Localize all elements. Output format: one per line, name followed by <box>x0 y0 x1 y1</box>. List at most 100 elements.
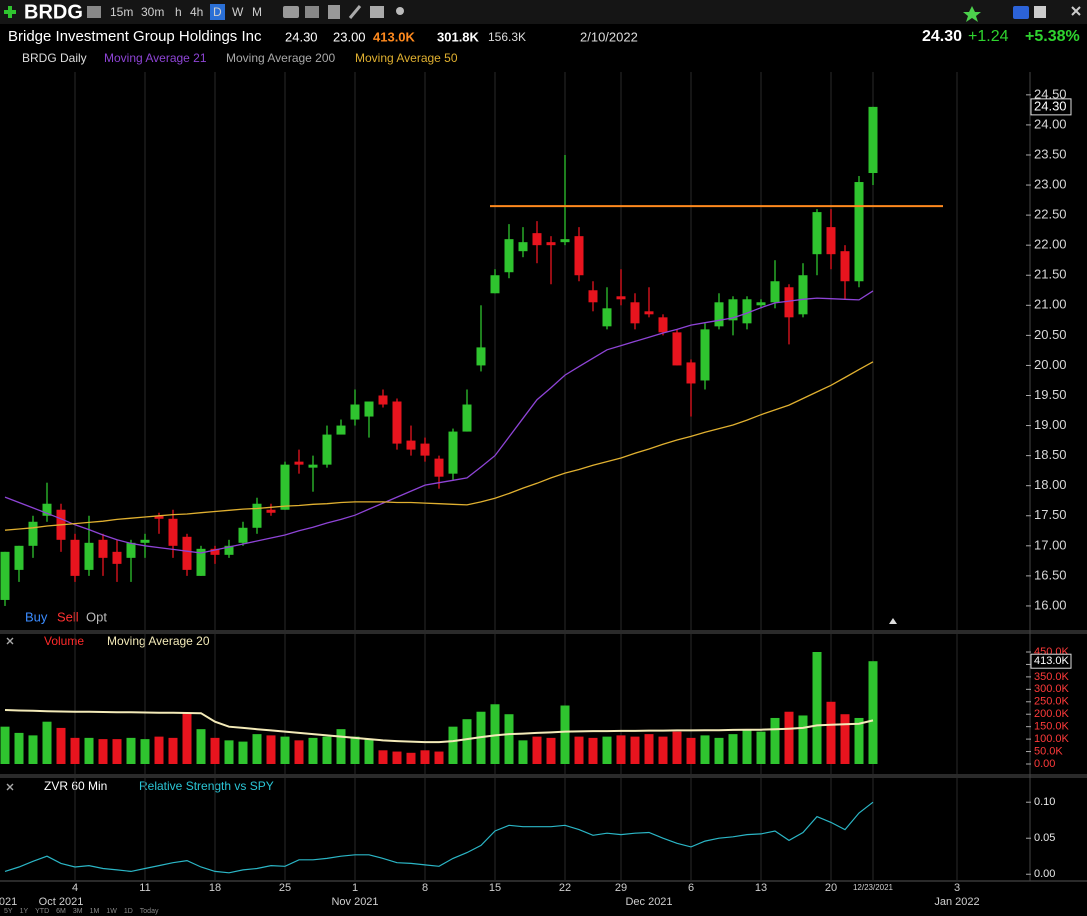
volume-bar <box>224 740 234 764</box>
icon[interactable] <box>348 5 362 19</box>
volume-bar <box>126 737 136 764</box>
close-icon[interactable] <box>1071 6 1081 16</box>
y-tick-label: 24.00 <box>1034 116 1067 131</box>
add-icon[interactable] <box>4 6 16 18</box>
candle-body <box>238 527 248 543</box>
icon[interactable] <box>396 7 404 15</box>
volume-bar <box>770 717 780 764</box>
quote-stat: 24.30 <box>285 29 318 44</box>
x-month-label: Nov 2021 <box>331 896 378 908</box>
candle-body <box>588 290 598 303</box>
x-month-label: Dec 2021 <box>625 896 672 908</box>
volume-bar <box>560 705 570 764</box>
volume-bar <box>700 735 710 764</box>
candle-body <box>196 548 206 576</box>
candle-body <box>168 518 178 546</box>
y-tick-label: 16.00 <box>1034 597 1067 612</box>
y-tick-label: 17.50 <box>1034 507 1067 522</box>
candle-body <box>504 239 514 273</box>
x-tick-label: 13 <box>755 882 767 894</box>
candle-body <box>812 212 822 255</box>
volume-bar <box>280 736 290 764</box>
legend-entry[interactable]: Moving Average 21 <box>104 51 207 65</box>
volume-bar <box>210 737 220 764</box>
interval-button[interactable]: 15m <box>110 5 133 19</box>
candle-body <box>210 548 220 555</box>
interval-button[interactable]: W <box>232 5 244 19</box>
range-button[interactable]: 5Y <box>4 908 13 915</box>
candle-body <box>770 281 780 303</box>
interval-button[interactable]: 30m <box>141 5 164 19</box>
icon[interactable] <box>328 5 340 19</box>
range-button[interactable]: YTD <box>35 908 49 915</box>
buy-button[interactable]: Buy <box>25 609 48 624</box>
legend-main[interactable]: BRDG Daily <box>22 51 87 65</box>
sell-button[interactable]: Sell <box>57 609 79 624</box>
candle-body <box>266 509 276 513</box>
range-button[interactable]: 1M <box>90 908 100 915</box>
icon[interactable] <box>370 6 384 18</box>
candle-body <box>798 275 808 315</box>
interval-button[interactable]: D <box>213 5 222 19</box>
candle-body <box>560 239 570 243</box>
y-tick-label: 350.0K <box>1034 671 1070 683</box>
x-tick-label: 1 <box>352 882 358 894</box>
candle-body <box>112 551 122 564</box>
volume-bar <box>112 739 122 764</box>
candle-body <box>392 401 402 444</box>
range-button[interactable]: 1W <box>106 908 117 915</box>
star-icon[interactable] <box>963 6 981 22</box>
interval-button[interactable]: 4h <box>190 5 203 19</box>
volume-bar <box>714 737 724 764</box>
quote-stat: 156.3K <box>488 30 526 44</box>
y-tick-label: 0.05 <box>1034 832 1055 844</box>
marker <box>889 618 897 624</box>
y-tick-label: 300.0K <box>1034 683 1070 695</box>
y-tick-label: 21.00 <box>1034 297 1067 312</box>
range-button[interactable]: 3M <box>73 908 83 915</box>
candle-body <box>532 233 542 246</box>
candle-body <box>84 542 94 570</box>
range-button[interactable]: 6M <box>56 908 66 915</box>
y-tick-label: 200.0K <box>1034 708 1070 720</box>
symbol[interactable]: BRDG <box>24 1 83 23</box>
candle-body <box>14 545 24 570</box>
candle-body <box>350 404 360 420</box>
x-tick-label: 6 <box>688 882 694 894</box>
opt-button[interactable]: Opt <box>86 609 107 624</box>
pane-close[interactable] <box>6 637 14 791</box>
interval-button[interactable]: h <box>175 5 182 19</box>
range-button[interactable]: Today <box>140 908 159 915</box>
y-tick-label: 0.00 <box>1034 758 1055 770</box>
y-tick-label: 20.50 <box>1034 327 1067 342</box>
quote-stat: 301.8K <box>437 29 480 44</box>
y-tick-label: 0.10 <box>1034 796 1055 808</box>
change: +1.24 <box>968 28 1009 45</box>
icon[interactable] <box>87 6 101 18</box>
candle-body <box>686 362 696 384</box>
candle-body <box>854 182 864 282</box>
candle-body <box>476 347 486 366</box>
range-button[interactable]: 1Y <box>20 908 29 915</box>
candle-body <box>126 542 136 558</box>
x-tick-label: 22 <box>559 882 571 894</box>
icon[interactable] <box>283 6 299 18</box>
icon[interactable] <box>1013 6 1029 19</box>
candle-body <box>728 299 738 321</box>
volume-bar <box>462 719 472 764</box>
icon[interactable] <box>1034 6 1046 18</box>
candle-body <box>406 440 416 450</box>
legend-entry[interactable]: Moving Average 200 <box>226 51 336 65</box>
last-price: 24.30 <box>922 28 962 45</box>
interval-button[interactable]: M <box>252 5 262 19</box>
x-tick-label: 29 <box>615 882 627 894</box>
icon[interactable] <box>305 6 319 18</box>
volume-bar <box>630 736 640 764</box>
range-button[interactable]: 1D <box>124 908 133 915</box>
x-month-label: Jan 2022 <box>934 896 979 908</box>
legend-entry[interactable]: Moving Average 50 <box>355 51 458 65</box>
y-tick-label: 100.0K <box>1034 733 1070 745</box>
last-price-label: 24.30 <box>1034 98 1067 113</box>
y-tick-label: 19.50 <box>1034 387 1067 402</box>
candle-body <box>672 332 682 366</box>
